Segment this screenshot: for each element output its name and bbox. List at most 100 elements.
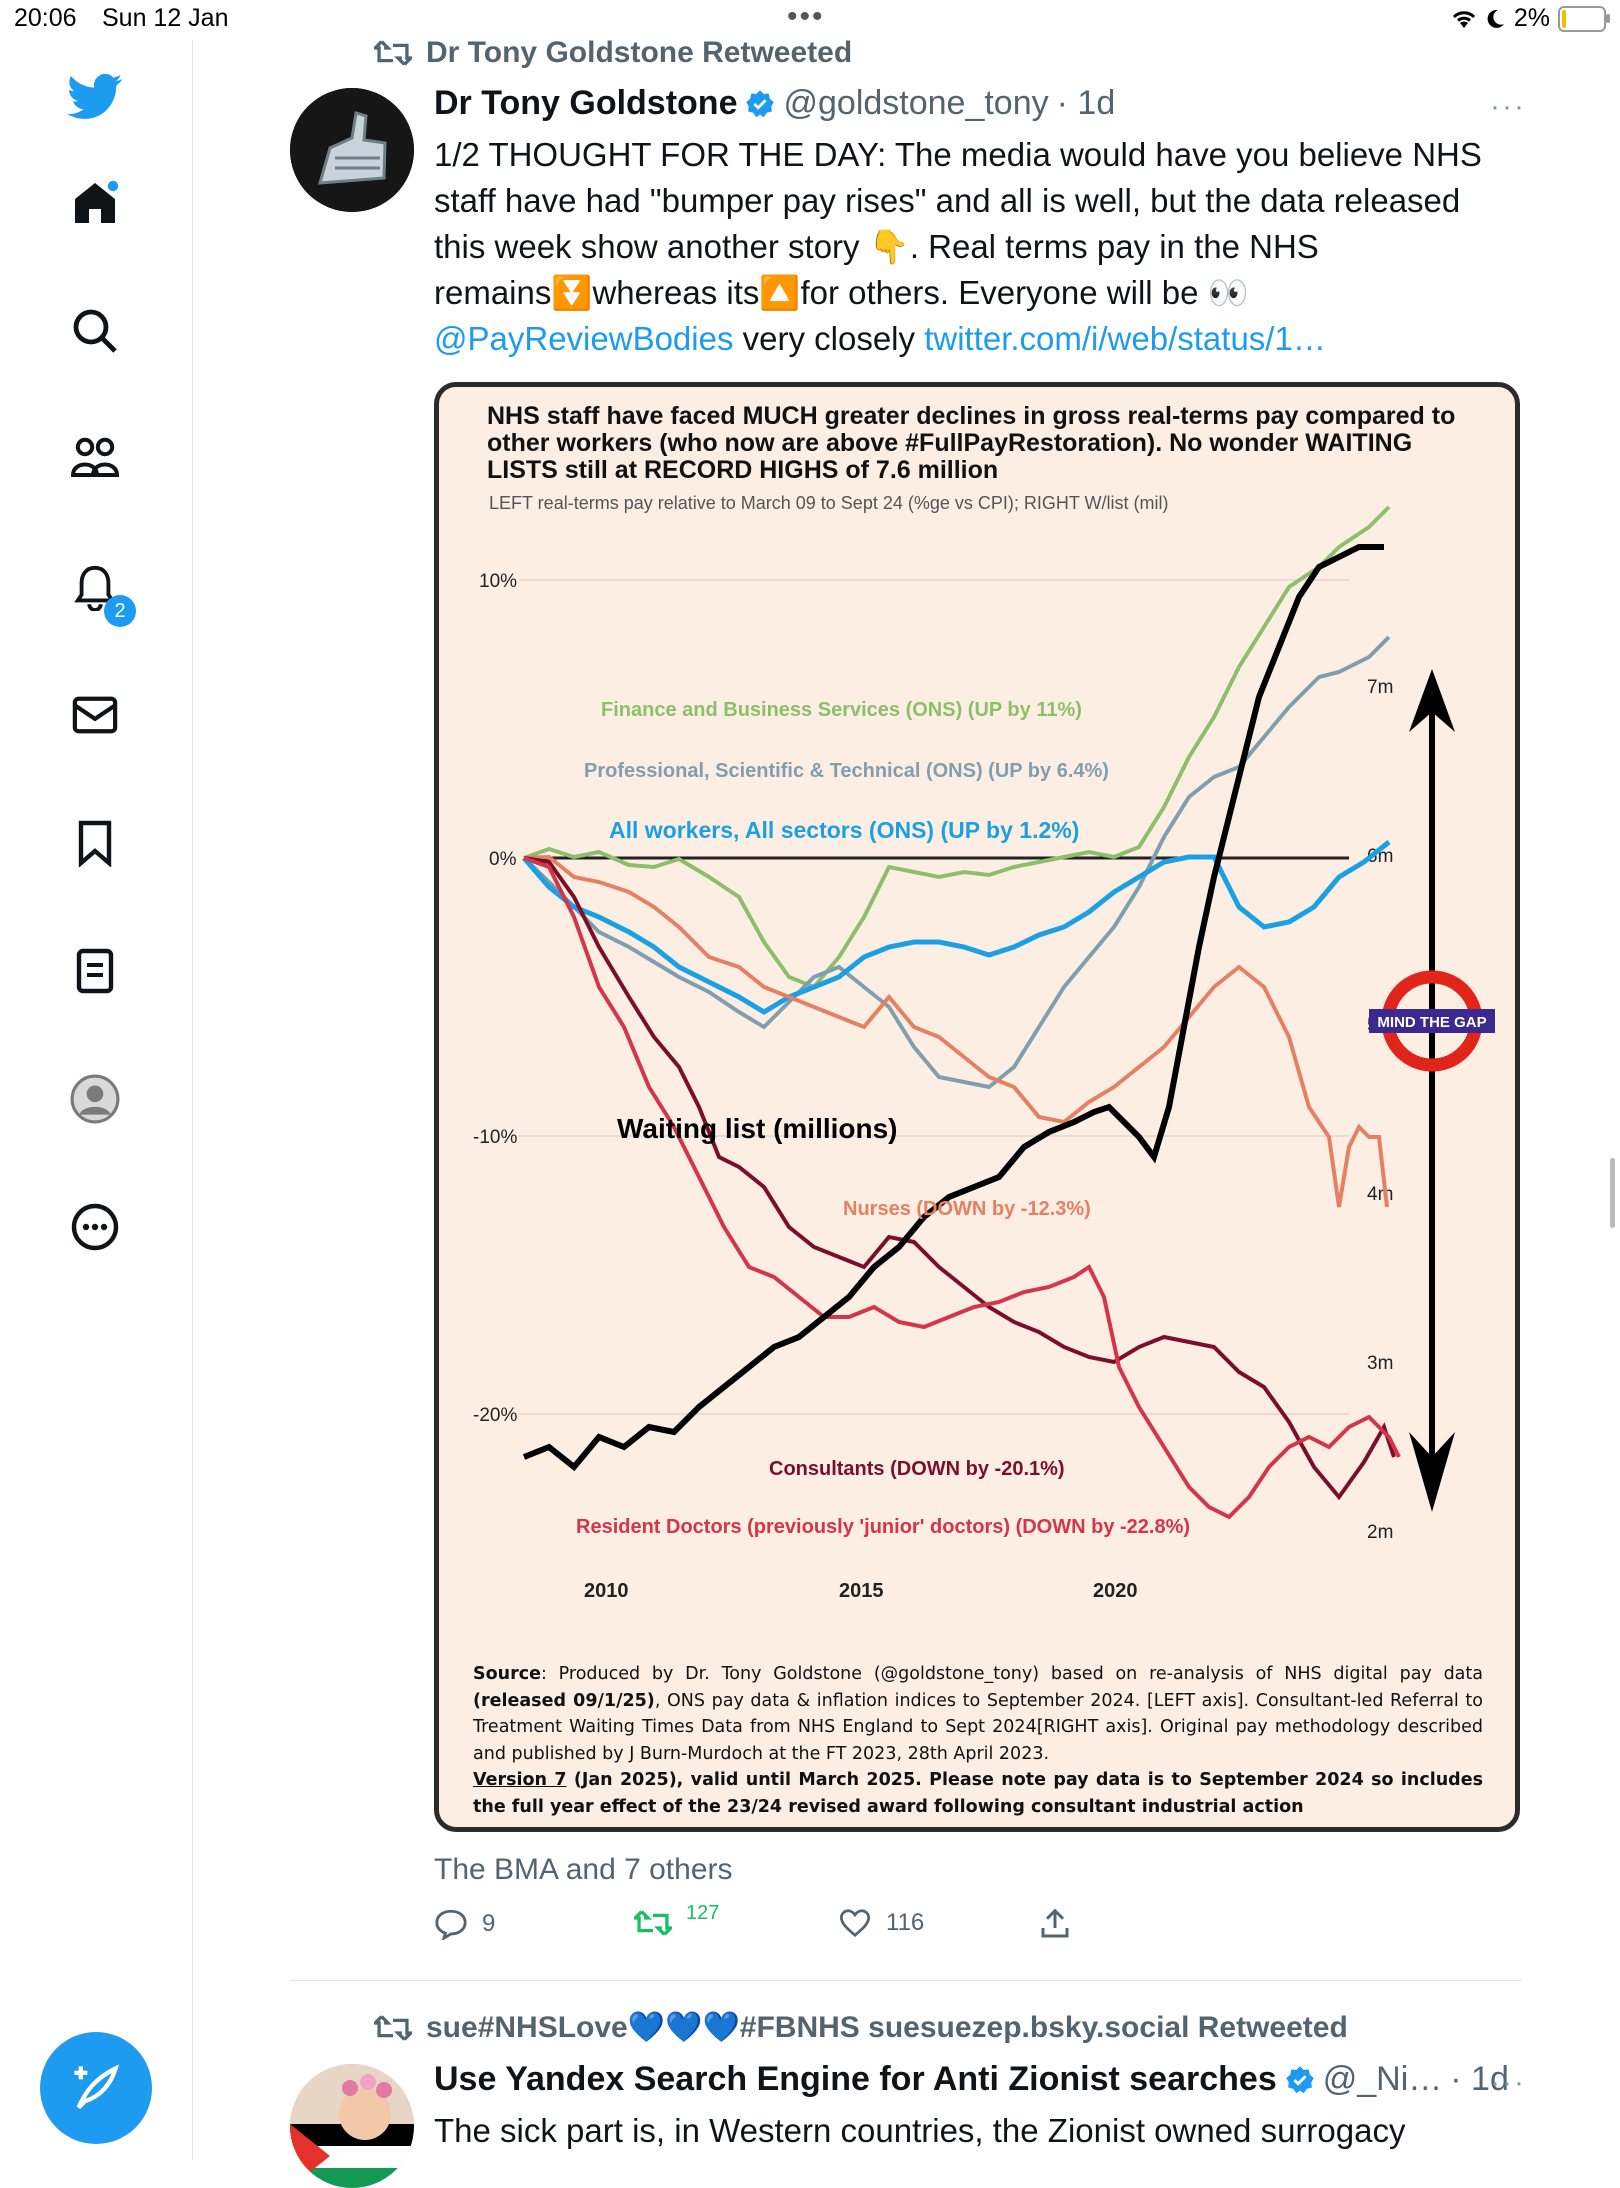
source-version: Version 7 [473, 1770, 567, 1790]
retweet-button[interactable]: 127 [634, 1902, 719, 1938]
liked-by[interactable]: The BMA and 7 others [434, 1853, 733, 1886]
mind-gap-text: MIND THE GAP [1377, 1014, 1486, 1031]
tweet-more-icon[interactable]: ··· [1490, 2066, 1526, 2099]
right-tick: 7m [1367, 677, 1393, 698]
retweeted-by: sue#NHSLove💙💙💙#FBNHS suesuezep.bsky.soci… [426, 2011, 1348, 2044]
author-handle[interactable]: @goldstone_tony [783, 84, 1049, 122]
source-text-bold: (released 09/1/25) [473, 1690, 655, 1711]
compose-tweet-button[interactable] [40, 2032, 152, 2144]
notifications-bell-icon[interactable] [62, 554, 128, 620]
profile-icon[interactable] [62, 1066, 128, 1132]
retweet-count: 127 [686, 1901, 720, 1924]
twitter-bird-icon[interactable] [62, 64, 128, 130]
tweet-text: 1/2 THOUGHT FOR THE DAY: The media would… [434, 132, 1514, 362]
down-arrow-emoji: ⏬ [551, 274, 593, 311]
lists-icon[interactable] [62, 938, 128, 1004]
tweet-text-part: for others. Everyone will be [800, 274, 1199, 311]
multitasking-dots-icon[interactable]: ••• [787, 0, 825, 33]
home-icon[interactable] [62, 170, 128, 236]
retweet-icon [374, 2014, 412, 2041]
sidebar-nav: 2 [0, 40, 193, 2160]
author-name[interactable]: Dr Tony Goldstone [434, 84, 738, 122]
mention-link[interactable]: @PayReviewBodies [434, 320, 734, 357]
mind-gap-bar [1369, 1009, 1495, 1033]
arrow-down-head [1409, 1432, 1455, 1512]
chart-source: Source: Produced by Dr. Tony Goldstone (… [473, 1661, 1483, 1820]
search-icon[interactable] [62, 298, 128, 364]
author-name[interactable]: Use Yandex Search Engine for Anti Zionis… [434, 2060, 1277, 2098]
x-tick: 2015 [839, 1580, 884, 1602]
tweet-text-part: very closely [733, 320, 925, 357]
notifications-badge: 2 [104, 595, 136, 627]
reply-count: 9 [482, 1910, 496, 1937]
chart-subtitle: LEFT real-terms pay relative to March 09… [489, 493, 1169, 513]
wifi-icon [1452, 10, 1475, 28]
tweet-text-part: 1/2 THOUGHT FOR THE DAY: The media would… [434, 136, 1482, 265]
tweet-media-chart[interactable]: NHS staff have faced MUCH greater declin… [434, 382, 1520, 1832]
x-tick: 2020 [1093, 1580, 1138, 1602]
source-label: Source [473, 1664, 541, 1684]
communities-icon[interactable] [62, 426, 128, 492]
avatar[interactable] [290, 88, 414, 212]
source-text: , ONS pay data & inflation indices to Se… [473, 1690, 1483, 1764]
x-tick: 2010 [584, 1580, 629, 1602]
status-bar: 20:06 Sun 12 Jan ••• 2% [0, 0, 1620, 40]
tweet-header: Dr Tony Goldstone @goldstone_tony · 1d [434, 84, 1115, 123]
scrollbar[interactable] [1610, 1158, 1615, 1228]
heart-icon [839, 1909, 871, 1938]
pointing-down-emoji: 👇 [868, 228, 910, 265]
series-consultants [523, 856, 1396, 1501]
arrow-up-head [1409, 669, 1455, 732]
label-resident: Resident Doctors (previously 'junior' do… [576, 1516, 1190, 1538]
more-icon[interactable] [62, 1194, 128, 1260]
series-nurses [523, 854, 1389, 1208]
tweet-text-part: . Real terms pay in the NHS remains [434, 228, 1319, 311]
tweet-url-link[interactable]: twitter.com/i/web/status/1… [924, 320, 1326, 357]
source-note: (Jan 2025), valid until March 2025. Plea… [473, 1770, 1483, 1817]
tweet-actions: 9 127 116 [434, 1902, 1134, 1958]
retweet-context[interactable]: sue#NHSLove💙💙💙#FBNHS suesuezep.bsky.soci… [374, 2010, 1348, 2045]
left-tick: 0% [489, 849, 517, 870]
label-professional: Professional, Scientific & Technical (ON… [584, 760, 1109, 782]
tweet-time[interactable]: · 1d [1450, 2060, 1509, 2098]
tweet-more-icon[interactable]: ··· [1490, 90, 1526, 123]
series-resident [523, 856, 1401, 1520]
messages-icon[interactable] [62, 682, 128, 748]
retweeted-by: Dr Tony Goldstone Retweeted [426, 36, 853, 69]
battery-percent: 2% [1513, 4, 1550, 32]
divider [290, 1980, 1522, 1981]
tweet-text: The sick part is, in Western countries, … [434, 2112, 1406, 2149]
status-right: 2% [1450, 4, 1610, 33]
bookmark-icon[interactable] [62, 810, 128, 876]
retweet-icon [634, 1910, 672, 1936]
chart-title: NHS staff have faced MUCH greater declin… [487, 402, 1456, 484]
reply-button[interactable]: 9 [434, 1908, 495, 1940]
share-button[interactable] [1040, 1908, 1070, 1940]
status-date: Sun 12 Jan [102, 4, 229, 32]
compose-tweet-icon [74, 2064, 119, 2110]
series-professional [522, 635, 1391, 1090]
series-all-workers [522, 840, 1391, 1015]
left-tick: -20% [473, 1405, 517, 1426]
series-finance [523, 505, 1391, 990]
tweet-text-part: whereas its [592, 274, 760, 311]
retweet-icon [374, 40, 412, 66]
source-text: : Produced by Dr. Tony Goldstone (@golds… [540, 1664, 1483, 1684]
retweet-context[interactable]: Dr Tony Goldstone Retweeted [374, 36, 852, 70]
like-button[interactable]: 116 [838, 1908, 924, 1938]
verified-badge-icon [1285, 2065, 1314, 2093]
chart-graphic: 10% 0% -10% -20% 7m 6m 5m 4m 3m 2m 2010 … [473, 505, 1495, 1602]
tweet-time[interactable]: · 1d [1056, 84, 1116, 122]
label-all-workers: All workers, All sectors (ONS) (UP by 1.… [609, 817, 1079, 843]
left-tick: -10% [473, 1127, 517, 1148]
author-handle[interactable]: @_Ni… [1322, 2060, 1443, 2098]
label-finance: Finance and Business Services (ONS) (UP … [601, 699, 1082, 721]
series-waiting-list [522, 544, 1384, 1472]
left-tick: 10% [479, 571, 517, 592]
avatar[interactable] [290, 2064, 414, 2188]
reply-icon [435, 1909, 467, 1940]
tweet-header: Use Yandex Search Engine for Anti Zionis… [434, 2060, 1509, 2099]
label-waiting-list: Waiting list (millions) [617, 1113, 898, 1144]
moon-icon [1487, 9, 1504, 28]
right-tick: 4m [1367, 1184, 1393, 1205]
